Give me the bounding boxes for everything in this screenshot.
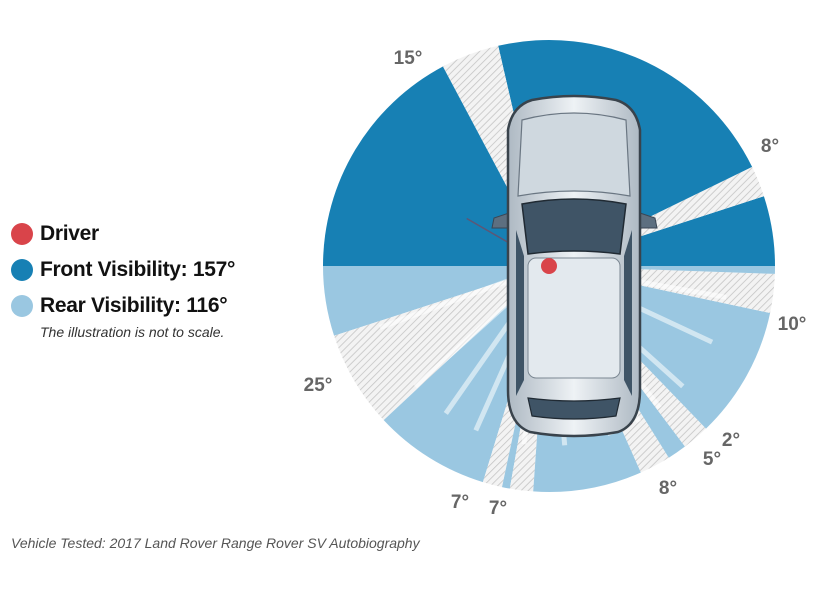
windshield [521,198,627,255]
blind-spot-label: 2° [722,430,740,451]
blind-spot-labels: 15° 8° 10° 2°5° 8° 7° 7° 25° [304,48,807,519]
side-window-right [624,230,632,396]
blind-spot-label: 15° [394,48,423,69]
car-top-view [491,94,658,438]
rear-color-dot [11,295,33,317]
legend-label-driver: Driver [40,222,99,245]
legend-label-front: Front Visibility: 157° [40,258,236,281]
blind-spot-label: 5° [703,449,721,470]
blind-spot-wedge [334,266,549,421]
front-visibility-wedge-left [323,66,549,266]
scale-note: The illustration is not to scale. [40,324,225,340]
driver-color-dot [11,223,33,245]
blind-spot-label: 8° [761,136,779,157]
car-hood [517,112,631,197]
blind-spot-label: 10° [778,314,807,335]
legend-item-driver: Driver [11,216,301,252]
blind-spot-label: 25° [304,375,333,396]
front-color-dot [11,259,33,281]
legend-item-front: Front Visibility: 157° [11,252,301,288]
car-roof [527,257,621,379]
blind-spot-label: 8° [659,478,677,499]
rear-visibility-wedge [323,266,549,336]
side-window-left [516,230,524,396]
blind-spot-label: 7° [489,498,507,519]
driver-dot [541,258,557,274]
legend: Driver Front Visibility: 157° Rear Visib… [11,216,301,340]
legend-item-rear: Rear Visibility: 116° [11,288,301,324]
rear-window [527,397,621,420]
vehicle-tested-caption: Vehicle Tested: 2017 Land Rover Range Ro… [11,535,420,551]
blind-spot-label: 7° [451,492,469,513]
legend-label-rear: Rear Visibility: 116° [40,294,228,317]
